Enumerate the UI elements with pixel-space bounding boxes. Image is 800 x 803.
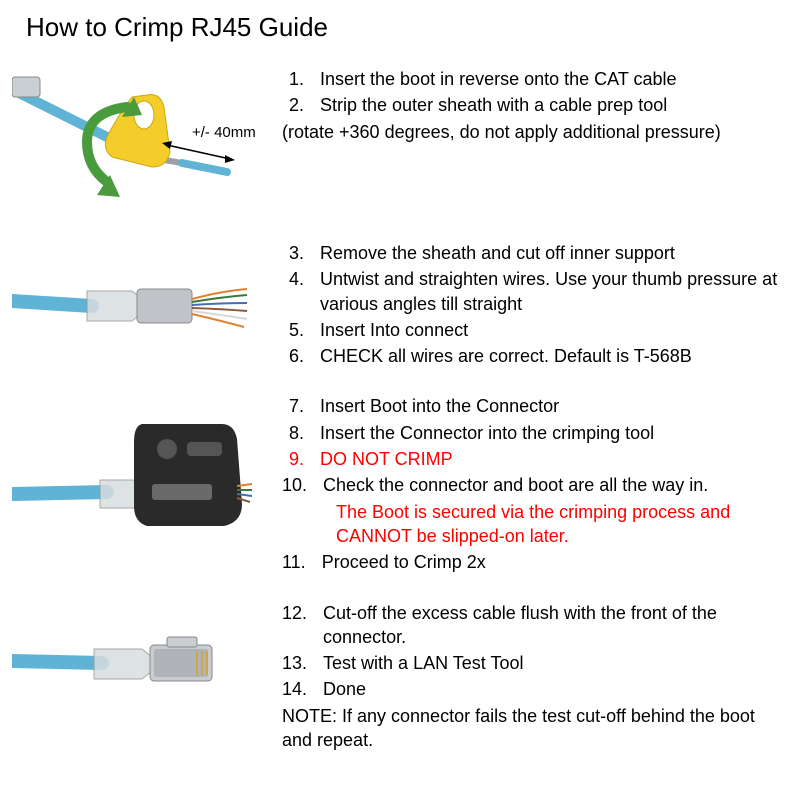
section-4: 12.Cut-off the excess cable flush with t… <box>12 601 780 753</box>
measurement-label: +/- 40mm <box>192 124 256 141</box>
figure-connector-wires <box>12 241 272 361</box>
text-block-4: 12.Cut-off the excess cable flush with t… <box>272 601 780 753</box>
figure-crimp-tool <box>12 394 272 554</box>
text-block-2: 3.Remove the sheath and cut off inner su… <box>272 241 780 370</box>
section-2: 3.Remove the sheath and cut off inner su… <box>12 241 780 370</box>
section-1: +/- 40mm 1.Insert the boot in reverse on… <box>12 67 780 217</box>
figure-finished-cable <box>12 601 272 721</box>
page-title: How to Crimp RJ45 Guide <box>26 12 780 43</box>
section-3: 7.Insert Boot into the Connector 8.Inser… <box>12 394 780 576</box>
text-block-1: 1.Insert the boot in reverse onto the CA… <box>272 67 780 146</box>
figure-strip-tool: +/- 40mm <box>12 67 272 217</box>
text-block-3: 7.Insert Boot into the Connector 8.Inser… <box>272 394 780 576</box>
